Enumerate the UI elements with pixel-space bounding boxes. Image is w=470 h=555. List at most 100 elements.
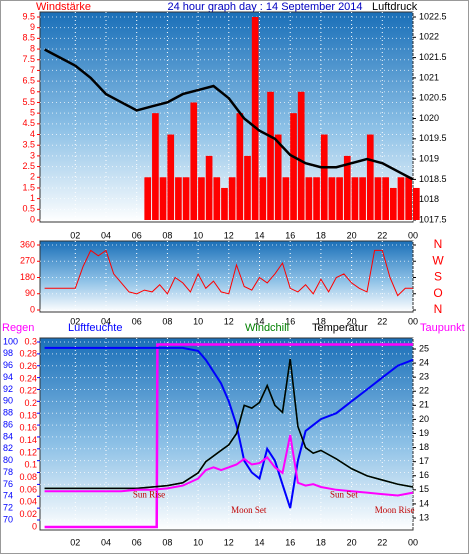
rain-tick-label: 0.22: [19, 386, 37, 396]
y2-tick-label: 1021.5: [419, 52, 447, 62]
x-tick-label: 22: [377, 537, 387, 547]
plot-background: [39, 11, 414, 223]
y2-tick-label: 25: [419, 343, 429, 353]
rain-tick-label: 0.18: [19, 410, 37, 420]
chart-title: 24 hour graph day : 14 September 2014: [167, 1, 362, 13]
rain-tick-label: 0.16: [19, 423, 37, 433]
wind-bar: [236, 113, 244, 220]
x-tick-label: 18: [316, 230, 326, 240]
y2-tick-label: 24: [419, 357, 429, 367]
y-tick-label: 5: [30, 108, 35, 118]
x-tick-label: 12: [224, 230, 234, 240]
rain-tick-label: 0.28: [19, 349, 37, 359]
y-tick-label: 7: [30, 65, 35, 75]
y-tick-label: 74: [3, 491, 13, 501]
wind-bar: [359, 177, 366, 220]
y-tick-label: 270: [20, 256, 35, 266]
wind-bar: [397, 177, 405, 220]
x-tick-label: 20: [347, 230, 357, 240]
rain-tick-label: 0.12: [19, 447, 37, 457]
wind-bar: [259, 177, 267, 220]
y-tick-label: 84: [3, 431, 13, 441]
y2-tick-label: S: [434, 270, 442, 284]
x-tick-label: 14: [254, 230, 264, 240]
y-tick-label: 100: [3, 336, 18, 346]
y-tick-label: 180: [20, 272, 35, 282]
y-tick-label: 8: [30, 43, 35, 53]
wind-bar: [198, 177, 205, 220]
rain-tick-label: 0.3: [24, 336, 37, 346]
y-tick-label: 7.5: [22, 54, 35, 64]
plot-background: [39, 337, 414, 531]
series-line: [44, 249, 413, 297]
series-line: [44, 343, 413, 529]
rain-tick-label: 0.04: [19, 497, 37, 507]
x-tick-label: 06: [132, 316, 142, 326]
y-tick-label: 1.5: [22, 182, 35, 192]
x-tick-label: 02: [70, 316, 80, 326]
wind-bar: [328, 177, 336, 220]
rain-tick-label: 0.24: [19, 373, 37, 383]
rain-tick-label: 0.06: [19, 484, 37, 494]
x-tick-label: 16: [285, 230, 295, 240]
y-tick-label: 4: [30, 129, 35, 139]
x-tick-label: 16: [285, 316, 295, 326]
wind-bar: [290, 113, 297, 220]
x-tick-label: 20: [347, 316, 357, 326]
x-tick-label: 16: [285, 537, 295, 547]
wind-bar: [221, 187, 228, 220]
y-tick-label: 86: [3, 419, 13, 429]
wind-bar: [167, 134, 175, 220]
y2-tick-label: O: [433, 286, 442, 300]
y-tick-label: 78: [3, 467, 13, 477]
y-tick-label: 82: [3, 443, 13, 453]
y-tick-label: 0: [30, 214, 35, 224]
wind-bar: [274, 134, 282, 220]
y-tick-label: 98: [3, 348, 13, 358]
y2-tick-label: 1022.5: [419, 11, 447, 21]
y2-tick-label: 20: [419, 414, 429, 424]
wind-bar: [413, 187, 420, 220]
x-tick-label: 08: [162, 230, 172, 240]
wind-bar: [213, 177, 221, 220]
y-tick-label: 94: [3, 372, 13, 382]
x-tick-label: 22: [377, 316, 387, 326]
wind-axis-title: Windstärke: [36, 1, 91, 13]
rain-tick-label: 0.02: [19, 509, 37, 519]
x-tick-label: 18: [316, 316, 326, 326]
annotation: Moon Set: [231, 505, 267, 515]
y2-tick-label: 1017.5: [419, 214, 447, 224]
y-tick-label: 88: [3, 408, 13, 418]
x-tick-label: 00: [408, 230, 418, 240]
x-tick-label: 08: [162, 316, 172, 326]
x-tick-label: 10: [193, 537, 203, 547]
rain-tick-label: 0: [32, 521, 37, 531]
legend-entry: Windchill: [245, 322, 289, 334]
wind-bar: [282, 177, 290, 220]
wind-bar: [244, 155, 251, 220]
y2-tick-label: 13: [419, 512, 429, 522]
y-tick-label: 0: [30, 304, 35, 314]
y2-tick-label: 16: [419, 470, 429, 480]
x-tick-label: 22: [377, 230, 387, 240]
series-line: [44, 48, 414, 181]
x-tick-label: 14: [254, 537, 264, 547]
y-tick-label: 1: [30, 193, 35, 203]
legend-entry: Temperatur: [312, 322, 368, 334]
y-tick-label: 90: [3, 396, 13, 406]
y-tick-label: 92: [3, 384, 13, 394]
y2-tick-label: 21: [419, 400, 429, 410]
y2-tick-label: 22: [419, 386, 429, 396]
wind-bar: [267, 91, 274, 220]
y2-tick-label: 1022: [419, 32, 439, 42]
wind-bar: [159, 177, 167, 220]
wind-bar: [205, 155, 213, 220]
y2-tick-label: 1018.5: [419, 174, 447, 184]
rain-axis-title: Regen: [2, 322, 34, 334]
wind-bar: [251, 17, 259, 220]
series-line: [44, 434, 414, 497]
rain-tick-label: 0.2: [24, 398, 37, 408]
y-tick-label: 70: [3, 514, 13, 524]
x-tick-label: 04: [101, 230, 111, 240]
x-tick-label: 14: [254, 316, 264, 326]
